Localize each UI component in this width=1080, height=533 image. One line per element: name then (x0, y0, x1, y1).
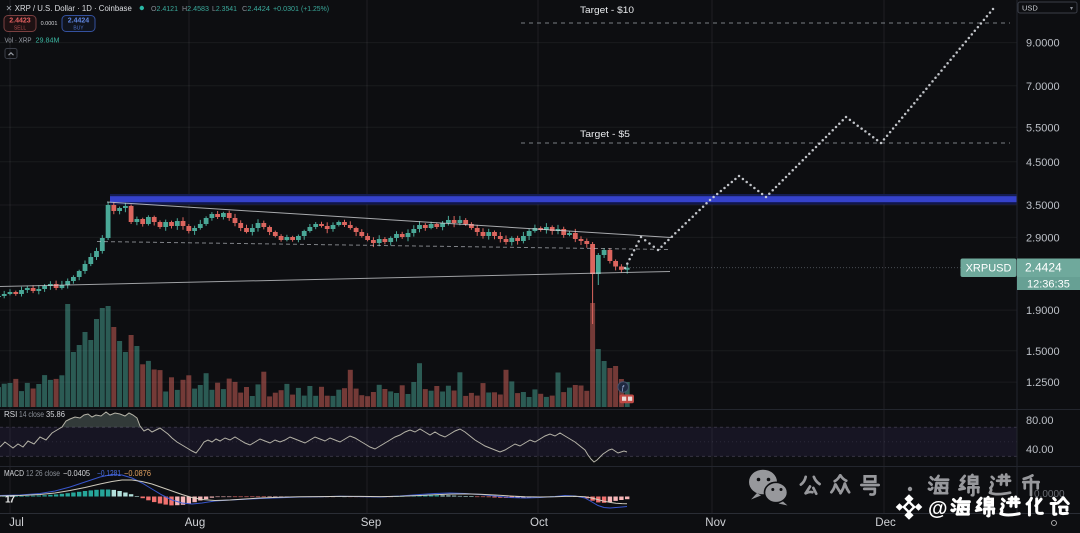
svg-text:(+1.25%): (+1.25%) (301, 6, 329, 13)
svg-text:−0.0876: −0.0876 (124, 469, 152, 478)
svg-text:35.86: 35.86 (46, 410, 66, 419)
svg-text:Target - $10: Target - $10 (580, 5, 634, 16)
svg-text:XRP / U.S. Dollar · 1D · Coinb: XRP / U.S. Dollar · 1D · Coinbase (15, 4, 133, 13)
svg-text:1.5000: 1.5000 (1026, 346, 1060, 358)
svg-text:1.2500: 1.2500 (1026, 377, 1060, 389)
svg-text:40.00: 40.00 (1026, 444, 1054, 456)
svg-text:4.5000: 4.5000 (1026, 157, 1060, 169)
svg-text:Dec: Dec (875, 517, 896, 529)
svg-text:RSI: RSI (4, 410, 17, 419)
svg-text:H2.4583: H2.4583 (182, 6, 209, 13)
svg-text:BUY: BUY (73, 26, 84, 32)
svg-text:9.0000: 9.0000 (1026, 38, 1060, 50)
svg-text:✕: ✕ (6, 4, 13, 13)
svg-text:7.0000: 7.0000 (1026, 81, 1060, 93)
svg-text:L2.3541: L2.3541 (212, 6, 237, 13)
svg-text:80.00: 80.00 (1026, 415, 1054, 427)
svg-text:XRPUSD: XRPUSD (966, 263, 1012, 275)
svg-text:2.4424: 2.4424 (1025, 261, 1062, 275)
svg-text:12 26 close: 12 26 close (26, 469, 60, 478)
svg-text:0.0000: 0.0000 (1034, 489, 1065, 500)
svg-text:@: @ (928, 498, 948, 520)
svg-text:MACD: MACD (4, 469, 24, 478)
svg-text:3.5000: 3.5000 (1026, 200, 1060, 212)
svg-text:17: 17 (5, 495, 16, 506)
svg-text:5.5000: 5.5000 (1026, 122, 1060, 134)
svg-text:ƒ: ƒ (621, 385, 625, 392)
svg-text:Sep: Sep (361, 517, 381, 529)
svg-text:14 close: 14 close (19, 410, 44, 419)
svg-text:29.84M: 29.84M (36, 38, 60, 45)
svg-text:Vol · XRP: Vol · XRP (5, 38, 32, 45)
svg-text:2.9000: 2.9000 (1026, 232, 1060, 244)
svg-text:Oct: Oct (530, 517, 549, 529)
svg-text:−0.0405: −0.0405 (63, 469, 91, 478)
svg-text:Target - $5: Target - $5 (580, 129, 630, 140)
svg-text:Jul: Jul (9, 517, 24, 529)
svg-text:SELL: SELL (14, 26, 26, 32)
svg-text:1.9000: 1.9000 (1026, 305, 1060, 317)
svg-text:0.0001: 0.0001 (41, 21, 58, 27)
svg-text:C2.4424: C2.4424 (242, 6, 270, 13)
svg-text:−0.1281: −0.1281 (97, 469, 121, 478)
svg-text:▾: ▾ (1070, 6, 1073, 12)
svg-text:Aug: Aug (185, 517, 205, 529)
svg-text:+0.0301: +0.0301 (273, 6, 299, 13)
svg-text:2.4424: 2.4424 (68, 18, 90, 25)
svg-text:Nov: Nov (705, 517, 726, 529)
svg-text:12:36:35: 12:36:35 (1027, 279, 1070, 291)
svg-text:O2.4121: O2.4121 (151, 6, 178, 13)
svg-text:USD: USD (1022, 4, 1038, 13)
svg-text:2.4423: 2.4423 (9, 18, 31, 25)
